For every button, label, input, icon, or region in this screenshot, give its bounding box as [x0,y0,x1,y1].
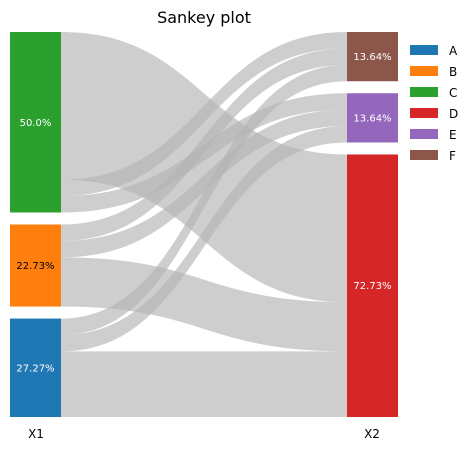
legend-label-d: D [449,107,458,121]
nodes-layer: 50.0% 22.73% 27.27% 13.64% 13.64% 72.73% [10,32,398,417]
chart-title: Sankey plot [157,8,251,27]
flows-layer [61,32,347,417]
legend-swatch-c [410,87,438,97]
legend-label-b: B [449,65,457,79]
node-label-c: 50.0% [20,118,52,129]
legend-swatch-d [410,108,438,118]
legend-label-f: F [449,149,456,163]
node-left-c [10,32,61,213]
flow-a-to-e [61,126,347,352]
node-label-f: 13.64% [353,52,391,63]
flow-b-to-f [61,48,347,241]
legend-swatch-e [410,129,438,139]
node-label-d: 72.73% [353,281,391,292]
node-right-f [347,32,398,82]
node-left-a [10,318,61,417]
node-right-e [347,93,398,143]
node-left-b [10,224,61,307]
node-label-a: 27.27% [16,363,54,374]
node-right-d [347,154,398,417]
flow-a-to-f [61,64,347,335]
legend-label-e: E [449,128,457,142]
legend-swatch-b [410,66,438,76]
node-label-b: 22.73% [16,261,54,272]
flow-b-to-d [61,257,347,352]
axis-label-x2: X2 [364,427,380,441]
legend-label-a: A [449,44,458,58]
flow-c-to-f [61,32,347,197]
node-label-e: 13.64% [353,113,391,124]
legend-swatch-a [410,45,438,55]
legend-label-c: C [449,86,457,100]
legend-swatch-f [410,150,438,160]
flow-b-to-e [61,109,347,258]
axis-label-x1: X1 [28,427,44,441]
flow-a-to-d [61,351,347,417]
flow-c-to-d [61,32,347,303]
